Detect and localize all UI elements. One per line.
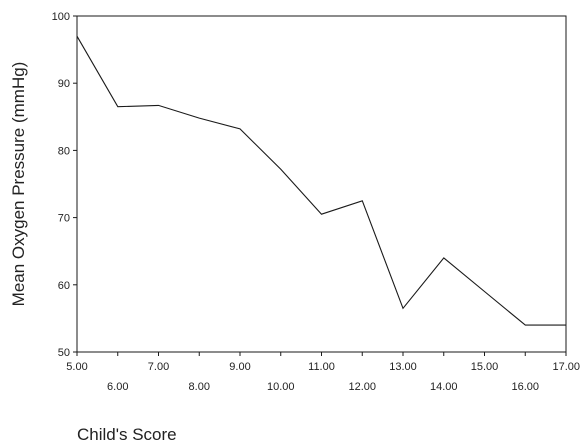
x-axis: 5.00 6.00 7.00 8.00 9.00 10.00 11.00 12.00 13.00… (66, 352, 580, 393)
y-axis-title: Mean Oxygen Pressure (mmHg) (9, 62, 28, 307)
x-tick-label: 9.00 (229, 361, 250, 373)
x-axis-title: Child's Score (77, 425, 177, 443)
x-tick-label: 13.00 (389, 361, 417, 373)
y-axis: 50 60 70 80 90 100 (52, 11, 77, 359)
series-line (76, 35, 566, 326)
x-tick-label: 16.00 (511, 381, 539, 393)
y-tick-label: 50 (58, 347, 70, 359)
x-tick-label: 15.00 (471, 361, 499, 373)
plot-frame (76, 15, 567, 353)
y-tick-label: 80 (58, 145, 70, 157)
x-tick-label: 11.00 (308, 361, 335, 373)
x-tick-label: 12.00 (348, 381, 376, 393)
x-tick-label: 7.00 (148, 361, 169, 373)
x-tick-label: 6.00 (107, 381, 128, 393)
x-tick-label: 14.00 (430, 381, 458, 393)
x-tick-label: 5.00 (66, 361, 87, 373)
x-tick-label: 10.00 (267, 381, 295, 393)
y-tick-label: 60 (58, 280, 70, 292)
x-tick-label: 17.00 (552, 361, 580, 373)
y-tick-label: 100 (52, 11, 70, 23)
x-tick-label: 8.00 (189, 381, 210, 393)
y-tick-label: 90 (58, 78, 70, 90)
y-tick-label: 70 (58, 213, 70, 225)
